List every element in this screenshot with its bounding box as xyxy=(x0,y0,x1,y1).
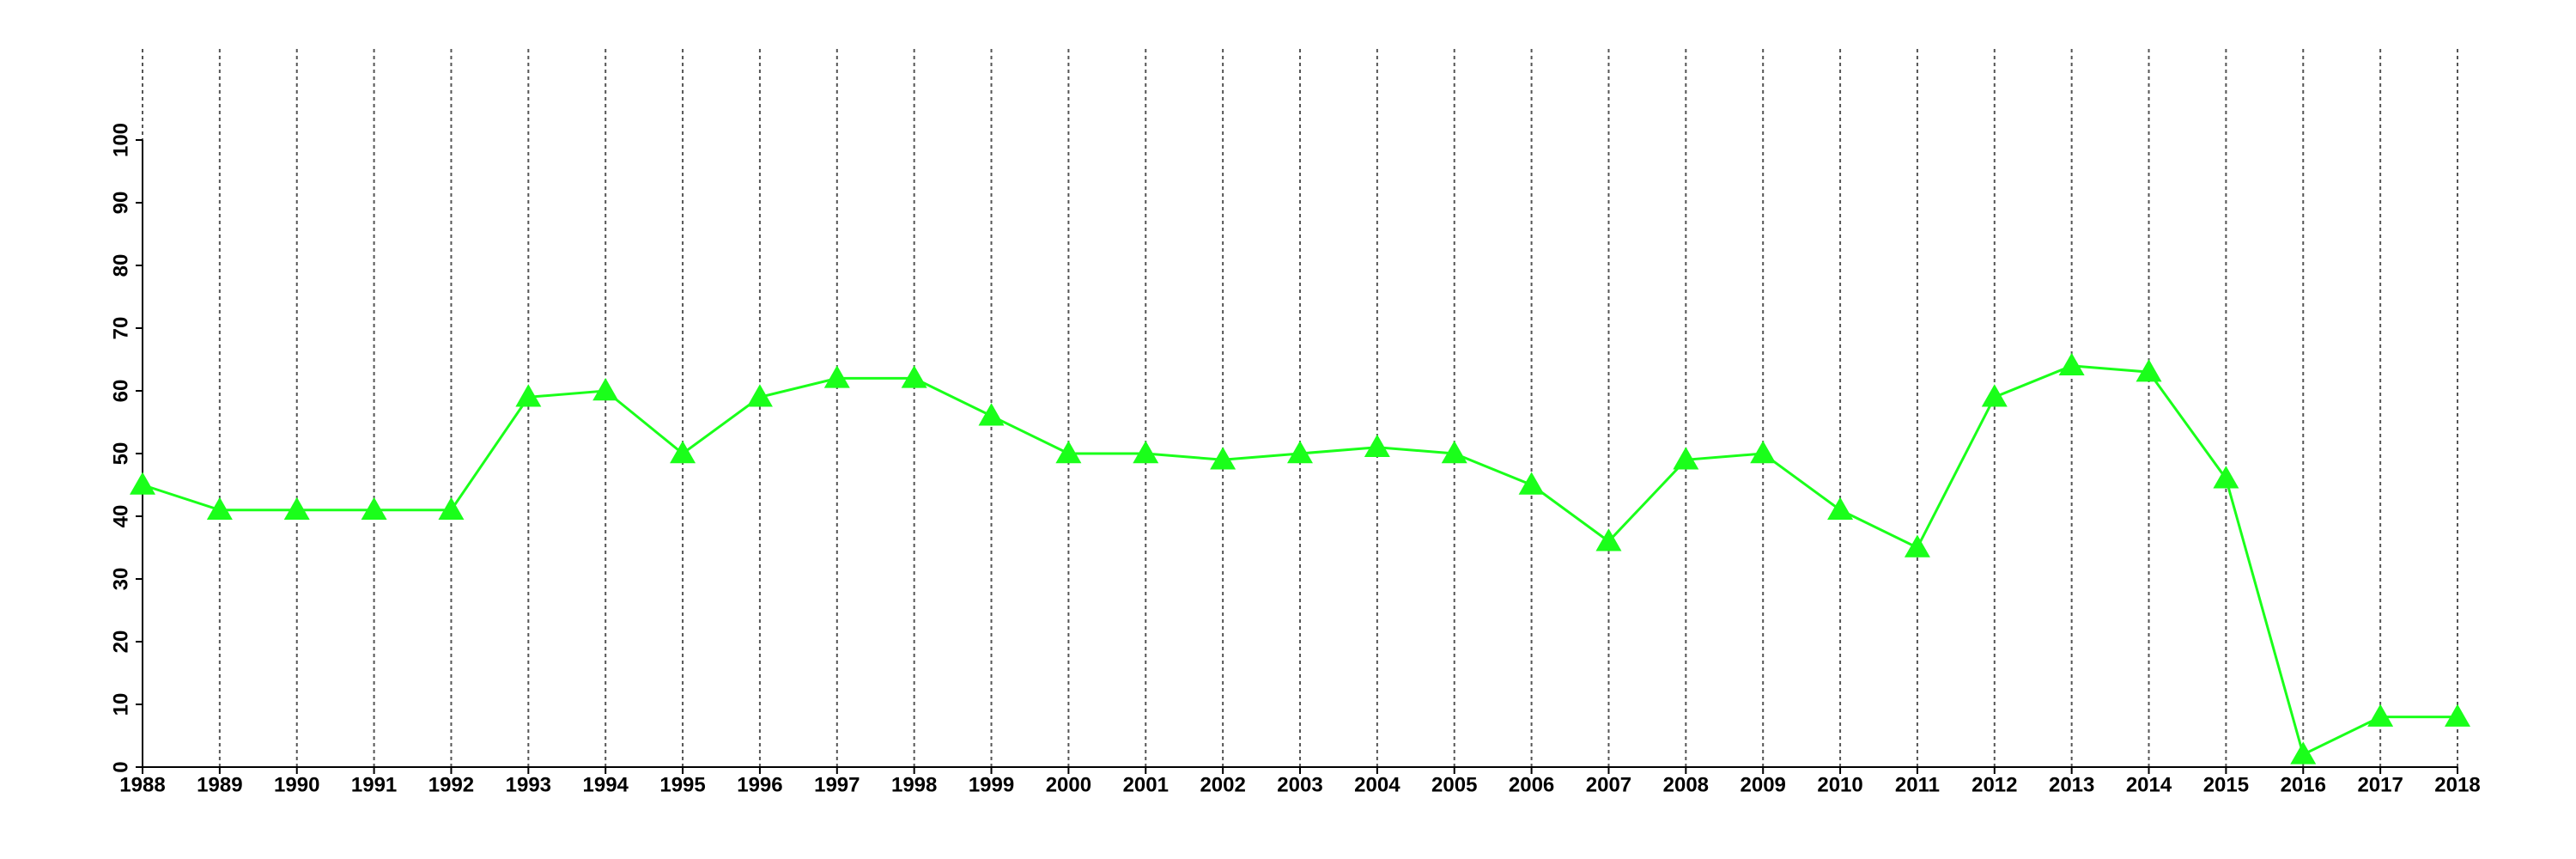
data-marker xyxy=(1287,441,1313,464)
y-tick-label: 60 xyxy=(109,380,132,403)
y-tick-label: 100 xyxy=(109,123,132,157)
data-marker xyxy=(2213,466,2239,489)
data-marker xyxy=(823,365,850,388)
data-marker xyxy=(1673,447,1699,470)
x-tick-label: 2002 xyxy=(1200,773,1245,796)
data-marker xyxy=(2136,359,2162,382)
x-tick-label: 2000 xyxy=(1046,773,1091,796)
x-tick-label: 1998 xyxy=(891,773,937,796)
data-marker xyxy=(670,441,696,464)
x-tick-label: 1997 xyxy=(814,773,860,796)
data-marker xyxy=(1210,447,1236,470)
x-tick-label: 2018 xyxy=(2434,773,2480,796)
data-marker xyxy=(901,365,927,388)
x-tick-label: 2013 xyxy=(2049,773,2094,796)
x-tick-label: 2017 xyxy=(2357,773,2403,796)
y-tick-label: 50 xyxy=(109,442,132,466)
x-tick-label: 1994 xyxy=(583,773,629,796)
data-marker xyxy=(515,384,542,407)
x-tick-label: 2005 xyxy=(1431,773,1477,796)
x-tick-label: 2011 xyxy=(1895,773,1940,796)
data-marker xyxy=(1133,441,1159,464)
data-marker xyxy=(1364,434,1390,457)
x-tick-label: 2012 xyxy=(1971,773,2017,796)
x-tick-label: 2004 xyxy=(1354,773,1400,796)
data-marker xyxy=(361,497,387,520)
x-tick-label: 1992 xyxy=(428,773,474,796)
data-marker xyxy=(2290,741,2317,765)
x-tick-label: 2008 xyxy=(1663,773,1709,796)
x-tick-label: 2009 xyxy=(1741,773,1786,796)
y-tick-label: 0 xyxy=(109,761,132,772)
x-tick-label: 1995 xyxy=(659,773,705,796)
x-tick-label: 1989 xyxy=(197,773,242,796)
x-tick-label: 2016 xyxy=(2281,773,2326,796)
data-marker xyxy=(438,497,465,520)
x-tick-label: 1988 xyxy=(119,773,165,796)
y-tick-label: 30 xyxy=(109,568,132,591)
x-tick-label: 2001 xyxy=(1123,773,1169,796)
x-tick-label: 1990 xyxy=(274,773,319,796)
x-tick-label: 1999 xyxy=(969,773,1014,796)
data-marker xyxy=(2445,704,2470,727)
data-marker xyxy=(130,472,155,495)
x-tick-label: 1996 xyxy=(737,773,782,796)
data-marker xyxy=(2367,704,2394,727)
x-tick-label: 1993 xyxy=(506,773,551,796)
y-tick-label: 10 xyxy=(109,693,132,716)
data-marker xyxy=(1441,441,1467,464)
data-marker xyxy=(283,497,310,520)
data-marker xyxy=(746,384,773,407)
data-marker xyxy=(1518,472,1545,495)
y-tick-label: 90 xyxy=(109,192,132,215)
y-tick-label: 20 xyxy=(109,631,132,654)
x-tick-label: 2014 xyxy=(2126,773,2172,796)
data-marker xyxy=(1904,534,1930,557)
data-marker xyxy=(1055,441,1082,464)
x-tick-label: 2015 xyxy=(2203,773,2249,796)
data-marker xyxy=(1750,441,1777,464)
x-tick-label: 2010 xyxy=(1817,773,1862,796)
data-marker xyxy=(978,403,1005,426)
data-marker xyxy=(1595,528,1622,551)
data-marker xyxy=(1827,497,1854,520)
data-marker xyxy=(592,378,619,401)
data-marker xyxy=(1981,384,2008,407)
x-tick-label: 2006 xyxy=(1509,773,1554,796)
y-tick-label: 40 xyxy=(109,505,132,528)
x-tick-label: 1991 xyxy=(351,773,397,796)
y-tick-label: 70 xyxy=(109,317,132,340)
x-tick-label: 2007 xyxy=(1586,773,1631,796)
x-tick-label: 2003 xyxy=(1277,773,1322,796)
data-marker xyxy=(206,497,233,520)
data-marker xyxy=(2058,352,2085,376)
y-tick-label: 80 xyxy=(109,254,132,277)
